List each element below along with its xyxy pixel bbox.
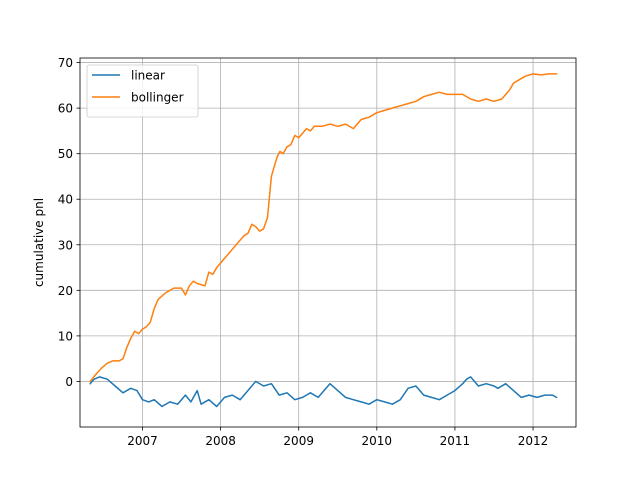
legend: linear bollinger — [86, 64, 199, 118]
y-tick-label: 50 — [58, 147, 73, 161]
series-line-bollinger — [89, 73, 558, 383]
grid-lines — [80, 58, 576, 427]
series-lines — [89, 73, 558, 408]
y-tick-label: 10 — [58, 329, 73, 343]
plot-area-frame — [79, 57, 577, 428]
x-tick-label: 2007 — [127, 434, 158, 448]
series-line-linear — [89, 376, 558, 408]
y-tick-label: 40 — [58, 193, 73, 207]
axis-ticks: 2007 2008 2009 2010 2011 2012 0 10 20 30 40 50 60 70 — [58, 56, 549, 448]
y-tick-label: 0 — [65, 375, 73, 389]
x-tick-label: 2012 — [518, 434, 549, 448]
legend-label-bollinger: bollinger — [131, 91, 184, 105]
y-tick-label: 30 — [58, 238, 73, 252]
x-tick-label: 2009 — [283, 434, 314, 448]
y-tick-label: 70 — [58, 56, 73, 70]
y-axis-label: cumulative pnl — [32, 198, 46, 287]
x-tick-label: 2010 — [362, 434, 393, 448]
legend-label-linear: linear — [131, 69, 165, 83]
legend-box — [86, 64, 199, 118]
y-tick-label: 60 — [58, 102, 73, 116]
x-tick-label: 2011 — [440, 434, 471, 448]
y-tick-label: 20 — [58, 284, 73, 298]
x-tick-label: 2008 — [205, 434, 236, 448]
